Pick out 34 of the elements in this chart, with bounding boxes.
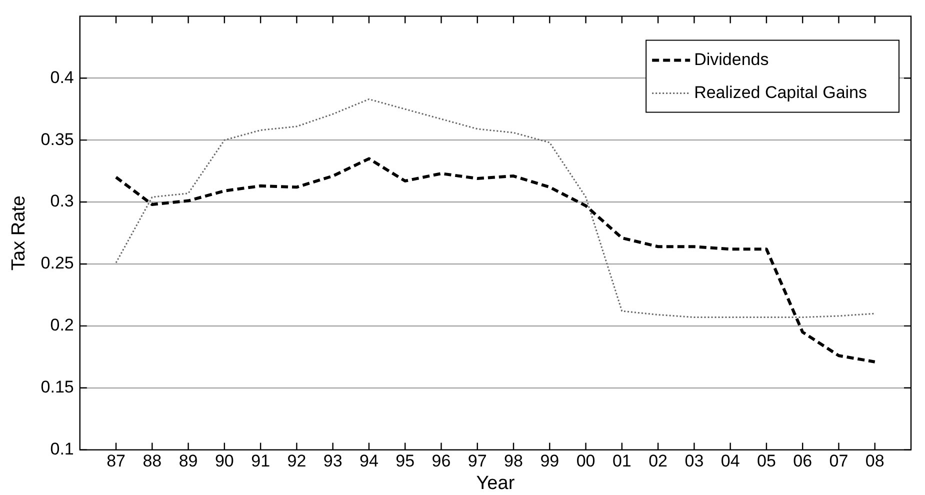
- x-tick-label: 07: [829, 452, 848, 471]
- y-tick-label: 0.2: [50, 316, 74, 335]
- x-tick-label: 97: [468, 452, 487, 471]
- x-tick-label: 98: [504, 452, 523, 471]
- y-tick-label: 0.15: [40, 378, 74, 397]
- x-tick-label: 01: [612, 452, 632, 471]
- y-tick-label: 0.1: [50, 439, 74, 458]
- x-tick-label: 93: [323, 452, 342, 471]
- x-tick-label: 99: [540, 452, 560, 471]
- x-tick-label: 91: [251, 452, 270, 471]
- y-tick-label: 0.25: [40, 254, 74, 273]
- x-tick-label: 06: [793, 452, 812, 471]
- x-tick-label: 03: [684, 452, 704, 471]
- x-tick-label: 87: [106, 452, 126, 471]
- x-tick-label: 95: [396, 452, 415, 471]
- x-tick-label: 08: [865, 452, 884, 471]
- y-tick-label: 0.3: [50, 192, 74, 211]
- x-tick-label: 05: [757, 452, 776, 471]
- x-tick-label: 88: [142, 452, 162, 471]
- x-axis-title: Year: [476, 472, 516, 494]
- x-tick-label: 94: [360, 452, 378, 471]
- x-tick-label: 04: [720, 452, 740, 471]
- legend-label: Dividends: [694, 50, 769, 69]
- y-tick-label: 0.4: [50, 68, 74, 87]
- x-tick-label: 90: [214, 452, 234, 471]
- x-tick-label: 02: [648, 452, 668, 471]
- x-tick-label: 00: [576, 452, 596, 471]
- x-tick-label: 92: [287, 452, 306, 471]
- x-tick-label: 96: [432, 452, 451, 471]
- line-series: [114, 157, 876, 364]
- legend-label: Realized Capital Gains: [694, 82, 867, 102]
- x-tick-label: 89: [178, 452, 198, 471]
- y-axis-title: Tax Rate: [8, 196, 30, 270]
- y-tick-label: 0.35: [40, 130, 74, 149]
